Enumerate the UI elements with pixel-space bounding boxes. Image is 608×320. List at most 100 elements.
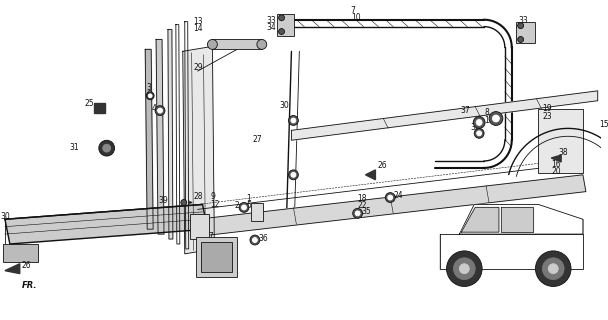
Circle shape — [353, 208, 362, 218]
Text: 4: 4 — [151, 104, 156, 113]
Circle shape — [460, 264, 469, 274]
Circle shape — [476, 119, 482, 125]
Text: 12: 12 — [210, 199, 220, 209]
Text: 28: 28 — [193, 192, 203, 201]
Text: 2: 2 — [234, 202, 239, 211]
Text: 17: 17 — [204, 232, 214, 241]
Text: 18: 18 — [358, 194, 367, 203]
Circle shape — [278, 28, 285, 35]
Circle shape — [446, 251, 482, 286]
Circle shape — [473, 116, 485, 128]
Polygon shape — [365, 170, 375, 180]
Text: FR.: FR. — [22, 281, 37, 290]
Circle shape — [157, 108, 162, 113]
Text: 15: 15 — [599, 121, 608, 130]
Polygon shape — [291, 91, 598, 140]
Bar — [3, 244, 38, 262]
Text: 23: 23 — [542, 112, 552, 121]
Text: 30: 30 — [280, 101, 289, 110]
Text: 25: 25 — [85, 99, 95, 108]
Circle shape — [181, 199, 187, 205]
Text: 9: 9 — [210, 192, 215, 201]
Text: 16: 16 — [551, 160, 561, 169]
Text: 33: 33 — [267, 16, 277, 25]
Circle shape — [489, 112, 503, 125]
Text: 38: 38 — [558, 148, 568, 157]
Circle shape — [252, 237, 257, 243]
Text: 34: 34 — [267, 23, 277, 32]
Text: 39: 39 — [158, 196, 168, 204]
Bar — [190, 214, 209, 239]
Circle shape — [542, 258, 564, 280]
Circle shape — [288, 170, 299, 180]
Circle shape — [291, 172, 296, 177]
Bar — [196, 237, 237, 276]
Circle shape — [385, 193, 395, 203]
Circle shape — [454, 258, 475, 280]
Text: 26: 26 — [378, 161, 387, 170]
Circle shape — [355, 211, 360, 216]
Circle shape — [257, 39, 267, 49]
Circle shape — [207, 39, 217, 49]
Text: 3: 3 — [146, 83, 151, 92]
Circle shape — [146, 92, 154, 100]
Bar — [539, 108, 583, 173]
Circle shape — [239, 203, 249, 212]
Circle shape — [548, 264, 558, 274]
Circle shape — [291, 118, 296, 123]
Text: 27: 27 — [253, 135, 263, 144]
Bar — [277, 14, 294, 36]
Bar — [212, 39, 262, 49]
Text: 20: 20 — [551, 167, 561, 176]
Text: 30: 30 — [0, 212, 10, 221]
Circle shape — [278, 15, 285, 21]
Circle shape — [517, 23, 523, 28]
Circle shape — [155, 106, 165, 116]
Polygon shape — [440, 234, 583, 269]
Circle shape — [148, 94, 152, 98]
Text: 33: 33 — [519, 16, 528, 25]
Circle shape — [241, 205, 246, 210]
Text: 19: 19 — [542, 104, 552, 113]
Bar — [201, 242, 232, 272]
Text: 31: 31 — [69, 143, 79, 152]
Circle shape — [477, 131, 482, 136]
Polygon shape — [461, 207, 499, 232]
Text: 29: 29 — [193, 63, 203, 72]
Text: 13: 13 — [193, 17, 203, 26]
Text: 26: 26 — [22, 261, 32, 270]
Text: 11: 11 — [484, 116, 494, 124]
Polygon shape — [5, 264, 19, 274]
Circle shape — [98, 140, 114, 156]
Circle shape — [103, 144, 111, 152]
Text: 14: 14 — [193, 24, 203, 33]
Polygon shape — [156, 39, 164, 234]
Polygon shape — [145, 49, 153, 229]
Polygon shape — [198, 175, 586, 236]
Circle shape — [517, 36, 523, 43]
Text: 22: 22 — [358, 201, 367, 210]
Polygon shape — [183, 46, 215, 254]
Circle shape — [250, 235, 260, 245]
Text: 1: 1 — [246, 194, 250, 203]
Text: 24: 24 — [393, 191, 403, 200]
Circle shape — [492, 115, 499, 122]
Polygon shape — [168, 29, 173, 239]
Text: 7: 7 — [351, 6, 356, 15]
Text: 34: 34 — [519, 23, 528, 32]
Text: 35: 35 — [362, 207, 371, 216]
Text: 36: 36 — [259, 234, 269, 243]
Circle shape — [388, 195, 393, 200]
Text: 32: 32 — [470, 124, 480, 132]
Text: 37: 37 — [460, 106, 470, 115]
Polygon shape — [501, 207, 533, 232]
Text: 6: 6 — [146, 90, 151, 99]
Circle shape — [474, 128, 484, 138]
Text: 5: 5 — [246, 201, 251, 210]
Text: 8: 8 — [484, 108, 489, 116]
Circle shape — [288, 116, 299, 125]
Polygon shape — [460, 204, 583, 234]
Text: 10: 10 — [351, 13, 361, 22]
Polygon shape — [5, 204, 207, 244]
Polygon shape — [94, 103, 105, 113]
